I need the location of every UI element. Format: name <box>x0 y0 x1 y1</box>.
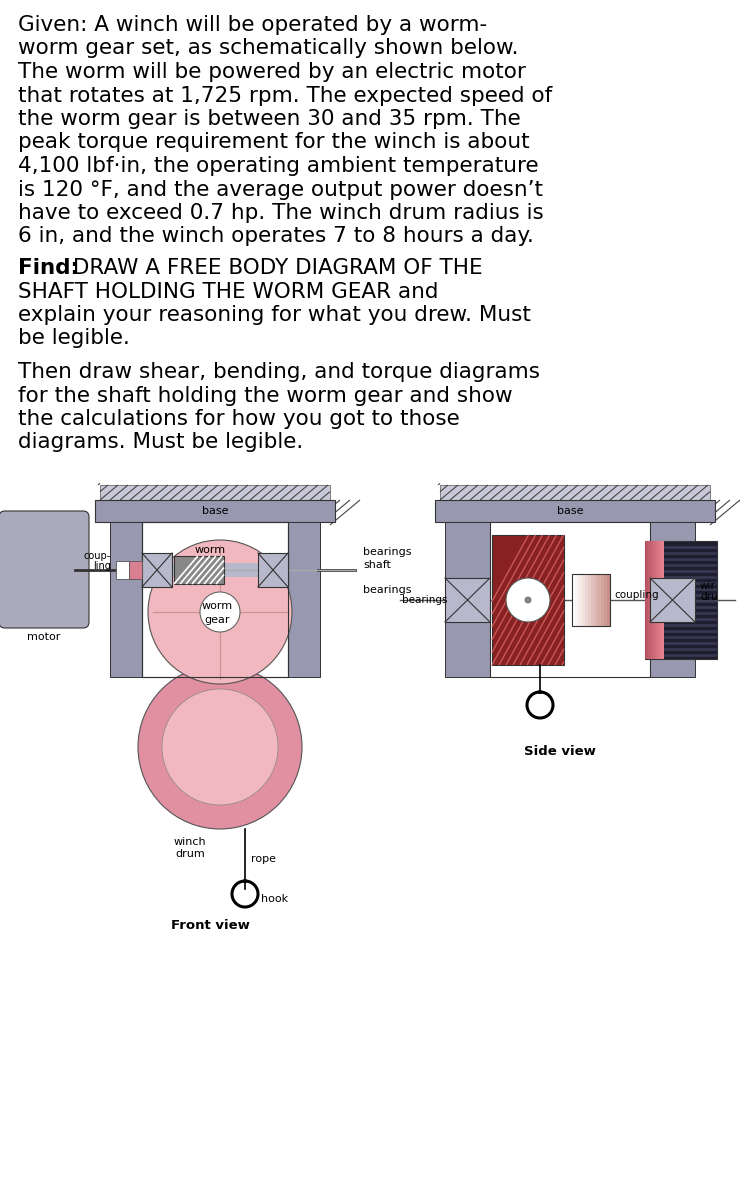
Text: base: base <box>202 506 228 516</box>
FancyBboxPatch shape <box>572 574 575 626</box>
FancyBboxPatch shape <box>597 574 601 626</box>
Text: have to exceed 0.7 hp. The winch drum radius is: have to exceed 0.7 hp. The winch drum ra… <box>18 203 544 223</box>
FancyBboxPatch shape <box>490 522 650 677</box>
FancyBboxPatch shape <box>445 522 490 677</box>
Text: motor: motor <box>27 632 60 642</box>
Text: the calculations for how you got to those: the calculations for how you got to thos… <box>18 409 460 428</box>
FancyBboxPatch shape <box>258 553 288 587</box>
FancyBboxPatch shape <box>650 522 695 677</box>
FancyBboxPatch shape <box>288 522 320 677</box>
Text: base: base <box>556 506 583 516</box>
FancyBboxPatch shape <box>578 574 582 626</box>
Text: for the shaft holding the worm gear and show: for the shaft holding the worm gear and … <box>18 385 513 406</box>
Text: coupling: coupling <box>614 590 658 600</box>
FancyBboxPatch shape <box>645 541 664 659</box>
Text: is 120 °F, and the average output power doesn’t: is 120 °F, and the average output power … <box>18 180 543 199</box>
Text: shaft: shaft <box>363 560 391 570</box>
Circle shape <box>506 578 550 622</box>
Text: wir: wir <box>700 581 716 590</box>
Text: Then draw shear, bending, and torque diagrams: Then draw shear, bending, and torque dia… <box>18 362 540 382</box>
FancyBboxPatch shape <box>645 541 717 659</box>
FancyBboxPatch shape <box>604 574 607 626</box>
Text: dru: dru <box>700 592 717 602</box>
Text: worm gear set, as schematically shown below.: worm gear set, as schematically shown be… <box>18 38 519 59</box>
FancyBboxPatch shape <box>95 500 335 522</box>
FancyBboxPatch shape <box>645 541 653 659</box>
Circle shape <box>138 665 302 829</box>
FancyBboxPatch shape <box>440 485 710 500</box>
FancyBboxPatch shape <box>581 574 585 626</box>
Text: bearings: bearings <box>363 547 411 557</box>
FancyBboxPatch shape <box>607 574 611 626</box>
Text: coup-: coup- <box>84 551 111 560</box>
Text: bearings: bearings <box>363 584 411 595</box>
Text: winch: winch <box>174 838 206 847</box>
FancyBboxPatch shape <box>100 485 330 500</box>
FancyBboxPatch shape <box>174 556 224 584</box>
FancyBboxPatch shape <box>594 574 598 626</box>
FancyBboxPatch shape <box>116 560 129 578</box>
Text: explain your reasoning for what you drew. Must: explain your reasoning for what you drew… <box>18 305 531 325</box>
Text: worm: worm <box>194 545 225 554</box>
FancyBboxPatch shape <box>129 560 142 578</box>
FancyBboxPatch shape <box>588 574 591 626</box>
FancyBboxPatch shape <box>645 541 661 659</box>
Text: Find:: Find: <box>18 258 79 278</box>
FancyBboxPatch shape <box>584 574 588 626</box>
Text: peak torque requirement for the winch is about: peak torque requirement for the winch is… <box>18 132 530 152</box>
Text: 4,100 lbf·in, the operating ambient temperature: 4,100 lbf·in, the operating ambient temp… <box>18 156 538 176</box>
FancyBboxPatch shape <box>142 563 288 577</box>
FancyBboxPatch shape <box>445 578 490 622</box>
Text: Given: A winch will be operated by a worm-: Given: A winch will be operated by a wor… <box>18 14 487 35</box>
FancyBboxPatch shape <box>591 574 595 626</box>
FancyBboxPatch shape <box>645 541 656 659</box>
Text: Front view: Front view <box>171 919 249 932</box>
Text: DRAW A FREE BODY DIAGRAM OF THE: DRAW A FREE BODY DIAGRAM OF THE <box>66 258 482 278</box>
Text: 6 in, and the winch operates 7 to 8 hours a day.: 6 in, and the winch operates 7 to 8 hour… <box>18 227 534 246</box>
Text: ling: ling <box>93 560 111 571</box>
Text: Side view: Side view <box>524 745 596 758</box>
FancyBboxPatch shape <box>0 511 89 628</box>
Circle shape <box>148 540 292 684</box>
FancyBboxPatch shape <box>645 541 651 659</box>
Text: hook: hook <box>261 894 288 904</box>
FancyBboxPatch shape <box>492 535 564 665</box>
Text: diagrams. Must be legible.: diagrams. Must be legible. <box>18 432 303 452</box>
Text: The worm will be powered by an electric motor: The worm will be powered by an electric … <box>18 62 526 82</box>
FancyBboxPatch shape <box>142 522 288 677</box>
Text: drum: drum <box>175 850 205 859</box>
Text: gear: gear <box>204 614 230 625</box>
FancyBboxPatch shape <box>650 578 695 622</box>
FancyBboxPatch shape <box>110 522 142 677</box>
Text: be legible.: be legible. <box>18 329 130 348</box>
Text: rope: rope <box>251 854 276 864</box>
FancyBboxPatch shape <box>575 574 579 626</box>
Circle shape <box>162 689 278 805</box>
FancyBboxPatch shape <box>645 541 646 659</box>
Text: worm: worm <box>201 601 233 611</box>
FancyBboxPatch shape <box>142 553 172 587</box>
FancyBboxPatch shape <box>435 500 715 522</box>
Text: the worm gear is between 30 and 35 rpm. The: the worm gear is between 30 and 35 rpm. … <box>18 109 521 128</box>
FancyBboxPatch shape <box>645 541 648 659</box>
FancyBboxPatch shape <box>645 541 658 659</box>
Text: bearings: bearings <box>402 595 448 605</box>
Text: that rotates at 1,725 rpm. The expected speed of: that rotates at 1,725 rpm. The expected … <box>18 85 552 106</box>
Text: SHAFT HOLDING THE WORM GEAR and: SHAFT HOLDING THE WORM GEAR and <box>18 282 438 301</box>
FancyBboxPatch shape <box>600 574 604 626</box>
Circle shape <box>200 592 240 632</box>
Circle shape <box>525 596 531 602</box>
